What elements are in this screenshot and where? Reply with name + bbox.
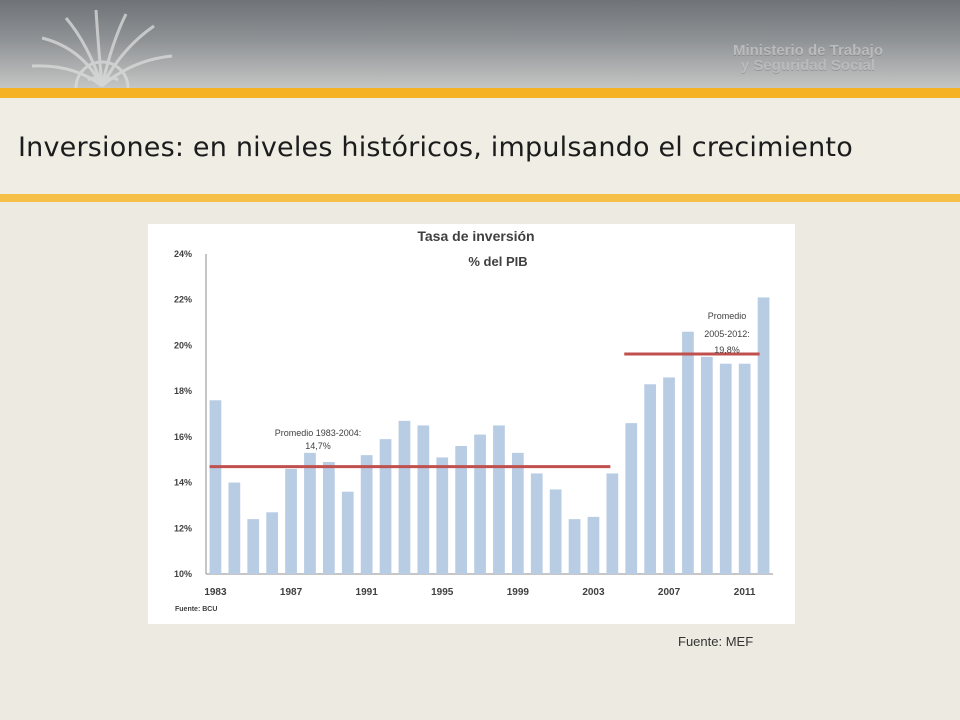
x-tick-label: 1991: [356, 587, 379, 598]
slide-title: Inversiones: en niveles históricos, impu…: [18, 132, 853, 163]
y-tick-label: 24%: [174, 249, 192, 259]
bar-1992: [379, 439, 392, 574]
bar-1994: [417, 425, 430, 574]
ministry-line-1: Ministerio de Trabajo: [732, 42, 884, 59]
slide-source: Fuente: MEF: [678, 634, 754, 649]
bar-1999: [511, 452, 524, 574]
average-label-2005-2012-line3: 19,8%: [714, 345, 740, 355]
bar-2011: [738, 363, 751, 574]
y-tick-label: 20%: [174, 340, 192, 350]
bar-1993: [398, 420, 411, 574]
accent-stripe-top: [0, 88, 960, 98]
bar-1984: [228, 482, 241, 574]
bar-2012: [757, 297, 770, 574]
x-tick-label: 1987: [280, 587, 303, 598]
bar-1996: [455, 446, 468, 574]
ministry-name: Ministerio de Trabajo y Seguridad Social: [698, 43, 918, 73]
x-tick-label: 1995: [431, 587, 454, 598]
bar-1988: [304, 452, 316, 574]
average-label-1983-2004-line2: 14,7%: [305, 441, 331, 451]
x-tick-label: 1999: [507, 587, 530, 598]
title-band: [0, 98, 960, 194]
average-label-2005-2012-line2: 2005-2012:: [704, 329, 750, 339]
bar-1986: [266, 512, 279, 574]
y-tick-label: 18%: [174, 386, 192, 396]
y-tick-label: 14%: [174, 478, 192, 488]
x-tick-label: 2011: [734, 587, 756, 598]
bar-1997: [474, 434, 486, 574]
bar-1985: [247, 519, 260, 574]
bar-2008: [682, 331, 694, 574]
y-tick-label: 22%: [174, 295, 192, 305]
sun-emblem-icon: [31, 9, 173, 88]
bar-1995: [436, 457, 449, 574]
accent-stripe-bottom: [0, 194, 960, 202]
x-tick-label: 2007: [658, 587, 681, 598]
bar-2001: [549, 489, 562, 574]
bar-2005: [625, 423, 638, 574]
bar-2006: [644, 384, 657, 574]
bar-2003: [587, 516, 600, 574]
bar-1990: [341, 491, 354, 574]
bar-2009: [700, 356, 713, 574]
chart-panel: Tasa de inversión % del PIB 10% 12% 14% 16% 18…: [148, 224, 795, 624]
average-label-1983-2004-line1: Promedio 1983-2004:: [275, 428, 362, 438]
header-bar: Ministerio de Trabajo y Seguridad Social: [0, 0, 960, 88]
bar-2000: [530, 473, 543, 574]
x-tick-label: 2003: [582, 587, 605, 598]
y-tick-label: 12%: [174, 523, 192, 533]
bar-2004: [606, 473, 619, 574]
chart-title: Tasa de inversión: [417, 228, 534, 244]
x-tick-label: 1983: [204, 587, 227, 598]
ministry-line-2: y Seguridad Social: [740, 57, 876, 74]
average-label-2005-2012-line1: Promedio: [708, 311, 747, 321]
bar-1983: [209, 400, 222, 574]
investment-rate-chart: Tasa de inversión % del PIB 10% 12% 14% 16% 18…: [174, 228, 773, 613]
bar-1998: [493, 425, 505, 574]
bar-1989: [322, 462, 335, 574]
y-tick-label: 10%: [174, 569, 192, 579]
bar-2010: [719, 363, 732, 574]
bar-1987: [285, 468, 297, 574]
y-tick-label: 16%: [174, 432, 192, 442]
bar-2002: [568, 519, 581, 574]
bar-1991: [360, 455, 373, 574]
chart-source: Fuente: BCU: [175, 606, 217, 613]
chart-subtitle: % del PIB: [468, 254, 527, 269]
bar-2007: [663, 377, 675, 574]
